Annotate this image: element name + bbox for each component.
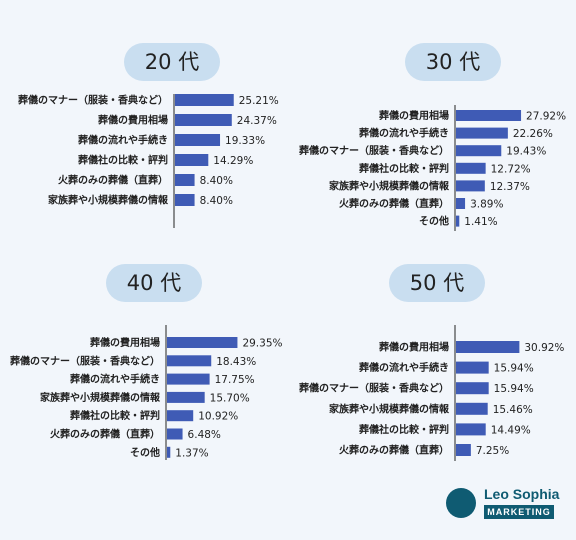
data-label: 15.46% (493, 404, 533, 416)
category-label: 葬儀のマナー（服装・香典など） (299, 382, 449, 395)
data-label: 22.26% (513, 128, 553, 140)
category-label: 火葬のみの葬儀（直葬） (58, 174, 168, 187)
category-label: 葬儀社の比較・評判 (70, 409, 160, 422)
bar (456, 444, 471, 456)
category-label: 葬儀の費用相場 (98, 114, 168, 127)
data-label: 14.49% (491, 424, 531, 436)
category-label: 家族葬や小規模葬儀の情報 (329, 179, 450, 192)
category-label: 葬儀のマナー（服装・香典など） (18, 94, 168, 107)
data-label: 27.92% (526, 111, 566, 123)
category-label: 家族葬や小規模葬儀の情報 (329, 402, 450, 415)
category-label: 火葬のみの葬儀（直葬） (50, 428, 160, 441)
bar (456, 382, 489, 395)
bar (456, 341, 520, 353)
data-label: 7.25% (476, 445, 509, 457)
bar (456, 361, 489, 374)
data-label: 24.37% (237, 115, 277, 127)
category-label: 家族葬や小規模葬儀の情報 (48, 194, 169, 207)
data-label: 17.75% (215, 374, 255, 386)
category-label: 葬儀の費用相場 (90, 336, 160, 349)
bar (456, 198, 466, 209)
bar (456, 162, 486, 174)
bar (167, 428, 183, 440)
data-label: 12.37% (490, 181, 530, 193)
category-label: 葬儀の流れや手続き (78, 134, 168, 147)
bar (456, 402, 488, 415)
data-label: 8.40% (200, 195, 233, 207)
lion-icon (446, 488, 476, 518)
chart-title-20s: 20 代 (124, 43, 220, 81)
category-label: 葬儀の流れや手続き (359, 361, 449, 374)
data-label: 6.48% (188, 429, 221, 441)
category-label: 葬儀の流れや手続き (70, 373, 160, 386)
data-label: 15.70% (210, 392, 250, 404)
category-label: 火葬のみの葬儀（直葬） (339, 197, 449, 210)
bar (167, 373, 210, 385)
brand-logo: Leo Sophia MARKETING (446, 486, 560, 522)
bar (456, 145, 502, 157)
category-label: その他 (130, 446, 160, 459)
bar (175, 94, 234, 106)
bar (456, 215, 460, 227)
data-label: 12.72% (491, 163, 531, 175)
chart-title-50s: 50 代 (389, 264, 485, 302)
bar (456, 423, 486, 436)
category-label: 葬儀の費用相場 (379, 341, 449, 354)
bar (175, 194, 195, 206)
bar (175, 134, 221, 146)
bar (175, 174, 195, 186)
bar (167, 337, 238, 348)
category-label: 火葬のみの葬儀（直葬） (339, 444, 449, 457)
data-label: 18.43% (216, 356, 256, 368)
bar (167, 355, 212, 367)
data-label: 14.29% (213, 155, 253, 167)
bar (456, 110, 522, 121)
brand-name: Leo Sophia (484, 486, 560, 502)
category-label: その他 (419, 215, 449, 228)
category-label: 葬儀の費用相場 (379, 109, 449, 122)
category-label: 葬儀の流れや手続き (359, 127, 449, 140)
chart-title-40s: 40 代 (106, 264, 202, 302)
chart-title-30s: 30 代 (405, 43, 501, 81)
bar (456, 127, 508, 139)
bar (175, 154, 209, 166)
category-label: 家族葬や小規模葬儀の情報 (40, 391, 161, 404)
data-label: 15.94% (494, 383, 534, 395)
data-label: 30.92% (524, 342, 564, 354)
bar (167, 446, 171, 458)
category-label: 葬儀のマナー（服装・香典など） (10, 354, 160, 367)
bar (167, 410, 194, 422)
data-label: 1.37% (175, 447, 208, 459)
data-label: 8.40% (200, 175, 233, 187)
category-label: 葬儀社の比較・評判 (359, 162, 449, 175)
data-label: 1.41% (464, 216, 497, 228)
data-label: 19.33% (225, 135, 265, 147)
bar (456, 180, 485, 192)
bar (175, 114, 232, 126)
brand-subtitle: MARKETING (484, 505, 554, 519)
data-label: 25.21% (239, 95, 279, 107)
data-label: 19.43% (506, 146, 546, 158)
bar (167, 391, 205, 403)
category-label: 葬儀社の比較・評判 (359, 423, 449, 436)
data-label: 29.35% (242, 338, 282, 350)
category-label: 葬儀のマナー（服装・香典など） (299, 144, 449, 157)
data-label: 15.94% (494, 363, 534, 375)
category-label: 葬儀社の比較・評判 (78, 154, 168, 167)
data-label: 10.92% (198, 411, 238, 423)
data-label: 3.89% (470, 199, 503, 211)
